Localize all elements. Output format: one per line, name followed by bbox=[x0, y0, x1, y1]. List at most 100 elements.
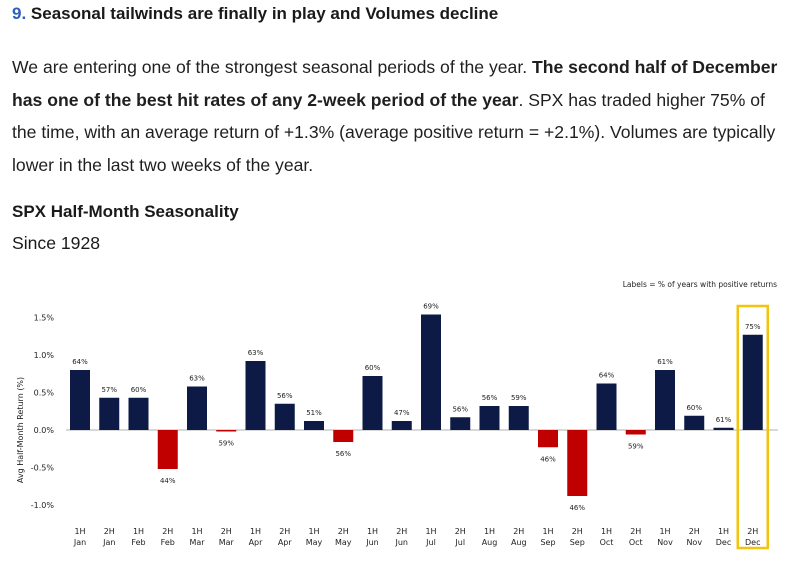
x-tick-month: Nov bbox=[657, 538, 673, 547]
bar bbox=[479, 406, 500, 430]
x-tick-half: 1H bbox=[659, 527, 670, 536]
bar-label: 61% bbox=[657, 358, 673, 366]
seasonality-chart: Labels = % of years with positive return… bbox=[16, 280, 778, 550]
x-tick-half: 1H bbox=[601, 527, 612, 536]
x-tick-month: Jul bbox=[425, 538, 436, 547]
x-tick-half: 2H bbox=[338, 527, 349, 536]
bar bbox=[187, 386, 207, 430]
bar-label: 63% bbox=[248, 349, 264, 357]
x-tick-half: 1H bbox=[718, 527, 729, 536]
bar-label: 60% bbox=[686, 404, 702, 412]
bar-label: 63% bbox=[189, 375, 205, 383]
bar-label: 59% bbox=[511, 394, 527, 402]
bar bbox=[99, 397, 120, 430]
x-tick-month: Oct bbox=[600, 538, 614, 547]
bar bbox=[538, 430, 558, 448]
x-tick-month: May bbox=[306, 538, 323, 547]
x-tick-half: 1H bbox=[484, 527, 495, 536]
x-tick-half: 1H bbox=[308, 527, 319, 536]
x-tick-half: 2H bbox=[221, 527, 232, 536]
x-tick-half: 2H bbox=[572, 527, 583, 536]
bar bbox=[742, 334, 763, 430]
bar bbox=[684, 415, 705, 430]
bar bbox=[70, 370, 90, 430]
y-tick-label: 0.5% bbox=[34, 389, 55, 398]
bar-label: 60% bbox=[131, 386, 147, 394]
x-tick-month: Dec bbox=[745, 538, 760, 547]
bar bbox=[391, 421, 412, 430]
x-tick-half: 2H bbox=[689, 527, 700, 536]
bar bbox=[216, 430, 237, 432]
x-tick-month: Nov bbox=[686, 538, 702, 547]
x-tick-half: 1H bbox=[542, 527, 553, 536]
x-tick-month: Dec bbox=[716, 538, 731, 547]
x-tick-month: Jun bbox=[395, 538, 409, 547]
bar bbox=[625, 430, 646, 435]
bar bbox=[421, 314, 441, 430]
x-tick-month: Mar bbox=[219, 538, 235, 547]
x-tick-month: Jan bbox=[73, 538, 86, 547]
x-tick-half: 2H bbox=[513, 527, 524, 536]
section-heading-text: Seasonal tailwinds are finally in play a… bbox=[26, 4, 499, 23]
x-tick-half: 2H bbox=[279, 527, 290, 536]
x-tick-month: May bbox=[335, 538, 352, 547]
x-tick-month: Apr bbox=[278, 538, 293, 547]
x-tick-month: Aug bbox=[511, 538, 527, 547]
bar-label: 60% bbox=[365, 364, 381, 372]
x-tick-half: 1H bbox=[250, 527, 261, 536]
chart-subtitle: Since 1928 bbox=[12, 233, 101, 253]
bar bbox=[333, 430, 354, 442]
bar bbox=[450, 417, 471, 430]
bar bbox=[245, 361, 266, 430]
bar-label: 56% bbox=[482, 394, 498, 402]
bar-label: 46% bbox=[540, 455, 556, 463]
y-tick-label: 1.5% bbox=[34, 314, 55, 323]
y-axis-label: Avg Half-Month Return (%) bbox=[16, 377, 25, 483]
y-tick-label: -1.0% bbox=[31, 501, 55, 510]
bar-label: 44% bbox=[160, 477, 176, 485]
x-tick-half: 2H bbox=[104, 527, 115, 536]
bar-label: 57% bbox=[101, 386, 117, 394]
x-tick-half: 2H bbox=[396, 527, 407, 536]
x-tick-month: Jun bbox=[365, 538, 379, 547]
x-tick-month: Jan bbox=[102, 538, 115, 547]
x-tick-month: Feb bbox=[161, 538, 175, 547]
x-tick-half: 1H bbox=[367, 527, 378, 536]
para-text-2: . SPX has traded higher 75% of the time,… bbox=[12, 89, 776, 175]
x-tick-month: Jul bbox=[454, 538, 465, 547]
bar-label: 51% bbox=[306, 409, 322, 417]
x-tick-month: Feb bbox=[131, 538, 145, 547]
para-bold-text: The second half of December has one of t… bbox=[12, 57, 778, 110]
x-tick-month: Apr bbox=[249, 538, 264, 547]
x-tick-half: 2H bbox=[162, 527, 173, 536]
intro-paragraph: We are entering one of the strongest sea… bbox=[12, 51, 782, 181]
bar bbox=[274, 403, 295, 430]
x-tick-half: 2H bbox=[630, 527, 641, 536]
bar bbox=[128, 397, 149, 430]
bar-label: 47% bbox=[394, 409, 410, 417]
bar bbox=[596, 383, 617, 430]
bar-label: 59% bbox=[218, 440, 234, 448]
bar-label: 61% bbox=[716, 416, 732, 424]
para-text-1: We are entering one of the strongest sea… bbox=[12, 57, 532, 77]
highlight-box bbox=[736, 304, 769, 550]
x-tick-month: Aug bbox=[482, 538, 498, 547]
x-tick-half: 2H bbox=[455, 527, 466, 536]
x-tick-month: Sep bbox=[570, 538, 585, 547]
x-tick-half: 1H bbox=[133, 527, 144, 536]
bar bbox=[713, 427, 734, 430]
y-tick-label: 0.0% bbox=[34, 426, 55, 435]
bar bbox=[157, 430, 178, 469]
x-tick-half: 1H bbox=[74, 527, 85, 536]
bar bbox=[304, 421, 324, 430]
bar-label: 75% bbox=[745, 323, 761, 331]
bar bbox=[362, 376, 383, 430]
x-tick-half: 2H bbox=[747, 527, 758, 536]
bar-label: 56% bbox=[452, 405, 468, 413]
y-tick-label: 1.0% bbox=[34, 351, 55, 360]
x-tick-month: Mar bbox=[189, 538, 205, 547]
x-tick-half: 1H bbox=[191, 527, 202, 536]
bar bbox=[567, 430, 588, 496]
x-tick-month: Sep bbox=[540, 538, 555, 547]
section-heading: 9. Seasonal tailwinds are finally in pla… bbox=[12, 4, 498, 24]
